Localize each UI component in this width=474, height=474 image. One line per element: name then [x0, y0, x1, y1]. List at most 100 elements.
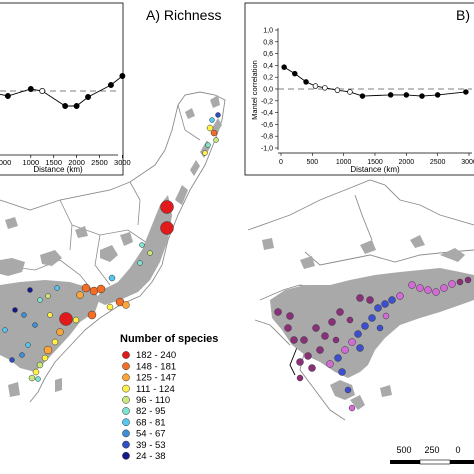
site-point	[388, 296, 396, 304]
legend-swatch	[122, 451, 130, 460]
legend-swatch	[122, 373, 130, 382]
map-b-points	[274, 276, 472, 412]
site-point	[139, 242, 145, 248]
site-point	[361, 322, 369, 330]
site-point	[206, 124, 214, 132]
x-tick-label: 2500	[91, 158, 108, 167]
site-point	[45, 293, 51, 299]
site-point	[354, 330, 362, 338]
site-point	[122, 301, 130, 309]
data-point	[85, 94, 92, 100]
map-a-points	[2, 112, 221, 382]
scale-bar-segment-1	[390, 460, 420, 464]
site-point	[87, 310, 97, 320]
data-point	[419, 93, 425, 99]
data-point	[73, 103, 80, 109]
site-point	[213, 137, 219, 143]
inset-b-xlabel: Distance (km)	[350, 165, 400, 174]
site-point	[147, 250, 153, 256]
x-tick-label: 1500	[45, 158, 62, 167]
scale-bar-segment-3	[450, 460, 474, 464]
map-b-forest	[262, 235, 474, 410]
site-point	[396, 292, 404, 300]
data-point	[312, 83, 319, 89]
site-point	[2, 327, 8, 333]
data-point	[434, 92, 441, 98]
map-a-boundary-coast	[0, 91, 226, 403]
legend-swatch	[122, 351, 130, 359]
site-point	[51, 338, 59, 346]
site-point	[304, 352, 312, 360]
legend-swatch	[122, 418, 130, 427]
data-point	[463, 89, 469, 95]
site-point	[72, 316, 80, 324]
map-b: 1,00,80,60,40,20,0-0,2-0,4-0,6-0,8-1,00 5…	[244, 2, 474, 465]
legend-label: 82 - 95	[136, 406, 166, 417]
site-point	[37, 297, 43, 303]
site-point	[12, 307, 18, 313]
site-point	[308, 364, 316, 372]
site-point	[54, 285, 60, 291]
data-point	[403, 92, 410, 98]
site-point	[28, 374, 36, 382]
legend-label: 148 - 181	[136, 361, 176, 372]
site-point	[43, 345, 53, 355]
site-point	[209, 117, 215, 123]
site-point	[160, 200, 174, 214]
data-point	[322, 85, 328, 91]
site-point	[59, 312, 73, 326]
data-point	[4, 93, 11, 99]
inset-a: 1000 1500 2000 2500 3000 000 Distance (km)	[0, 2, 131, 176]
site-point	[332, 336, 340, 344]
scale-bar-segment-2	[419, 459, 451, 465]
x-tick-label: 000	[0, 158, 11, 167]
site-point	[284, 324, 292, 332]
data-point	[119, 73, 126, 79]
x-tick-label: 1500	[367, 159, 383, 166]
site-point	[296, 358, 304, 366]
legend-label: 125 - 147	[136, 373, 176, 384]
site-point	[381, 300, 389, 308]
data-point	[39, 88, 46, 94]
site-point	[382, 312, 390, 320]
site-point	[205, 142, 211, 148]
site-point	[321, 332, 329, 340]
scale-label-500: 500	[396, 445, 411, 455]
site-point	[300, 336, 308, 344]
site-point	[334, 354, 342, 362]
site-point	[41, 354, 49, 362]
site-point	[202, 150, 208, 156]
y-tick-label: -1,0	[261, 146, 273, 153]
site-point	[56, 328, 64, 336]
y-tick-label: -0,4	[261, 110, 273, 117]
y-tick-label: 0,4	[263, 63, 273, 70]
site-point	[316, 346, 324, 354]
site-point	[368, 314, 376, 322]
site-point	[296, 374, 304, 382]
data-point	[359, 93, 366, 99]
y-tick-label: 0,0	[263, 87, 273, 94]
site-point	[137, 260, 143, 266]
legend-swatch	[122, 440, 130, 449]
scale-bar: 500 250 0	[390, 445, 474, 465]
data-point	[292, 70, 298, 77]
x-tick-label: 500	[306, 159, 318, 166]
site-point	[312, 324, 320, 332]
data-point	[387, 92, 394, 98]
legend-label: 182 - 240	[136, 350, 176, 361]
site-point	[338, 368, 346, 376]
site-point	[348, 338, 356, 346]
y-tick-label: -0,6	[261, 122, 273, 129]
site-point	[374, 304, 382, 312]
legend-label: 111 - 124	[136, 384, 175, 395]
site-point	[274, 308, 282, 316]
data-point	[108, 82, 114, 88]
scale-label-250: 250	[424, 445, 439, 455]
y-tick-label: -0,2	[261, 98, 273, 105]
inset-b: 1,0 0,8 0,6 0,4 0,2 0,0 -0,2 -0,4 -0,6 -0,8 -1,0 0 5…	[244, 2, 474, 176]
site-point	[96, 284, 106, 294]
site-point	[32, 368, 40, 376]
site-point	[35, 376, 41, 382]
